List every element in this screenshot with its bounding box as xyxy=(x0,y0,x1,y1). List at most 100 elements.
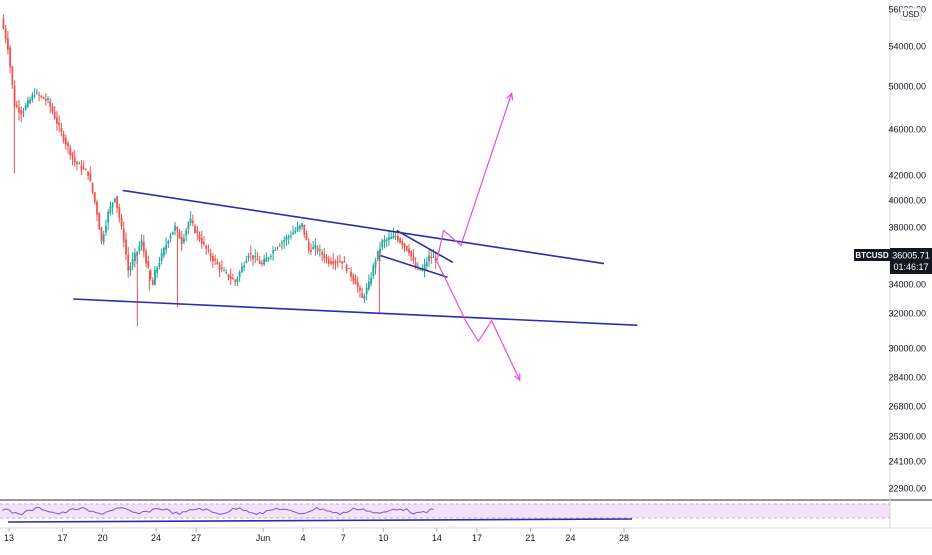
time-tick-label: 28 xyxy=(619,533,629,543)
price-tick-label: 25300.00 xyxy=(888,432,926,442)
candle-body xyxy=(316,247,319,252)
candle-body xyxy=(162,247,165,256)
candle-body xyxy=(84,169,87,171)
candle-body xyxy=(261,262,263,264)
candle-body xyxy=(232,278,234,280)
time-tick-label: 17 xyxy=(57,533,67,543)
candle-body xyxy=(252,255,254,259)
candle-body xyxy=(165,244,167,250)
time-tick-label: 17 xyxy=(472,533,482,543)
candle-body xyxy=(367,281,370,290)
candle-body xyxy=(240,266,243,273)
candle-body xyxy=(223,270,225,272)
candle-body xyxy=(180,236,183,244)
candle-body xyxy=(245,260,248,263)
candle-body xyxy=(323,254,326,259)
candle-body xyxy=(169,236,172,239)
trendline-4[interactable] xyxy=(380,254,448,279)
candle-body xyxy=(91,182,94,193)
candle-body xyxy=(11,66,14,85)
candle-body xyxy=(283,240,286,242)
price-tick-label: 40000.00 xyxy=(888,196,926,206)
candle-body xyxy=(318,249,321,251)
last-price-label: 36005.71 xyxy=(892,251,930,261)
time-tick-label: 4 xyxy=(301,533,306,543)
candle-body xyxy=(118,207,121,219)
candle-body xyxy=(2,19,5,29)
candle-body xyxy=(336,261,339,263)
rsi-trendline[interactable] xyxy=(7,518,633,523)
candle-body xyxy=(211,256,214,262)
price-tick-label: 24100.00 xyxy=(888,457,926,467)
candle-body xyxy=(361,293,364,299)
candle-body xyxy=(140,240,143,247)
candle-body xyxy=(178,231,181,239)
symbol-label: BTCUSD xyxy=(855,251,889,260)
trendline-2[interactable] xyxy=(73,298,638,327)
price-tick-label: 46000.00 xyxy=(888,125,926,135)
candle-body xyxy=(156,267,159,273)
candle-body xyxy=(24,105,27,110)
candle-body xyxy=(69,147,72,156)
candle-body xyxy=(356,281,359,288)
candle-body xyxy=(31,94,34,100)
candle-body xyxy=(167,240,170,245)
candle-body xyxy=(35,92,38,94)
candle-body xyxy=(134,253,136,261)
candle-body xyxy=(254,256,257,258)
candle-body xyxy=(294,230,297,233)
candle-body xyxy=(238,271,241,278)
candle-body xyxy=(185,230,188,236)
candle-body xyxy=(267,257,270,259)
projection-arrowhead-2 xyxy=(513,373,521,382)
candle-body xyxy=(205,245,208,249)
countdown-label: 01:46:17 xyxy=(893,262,928,272)
candle-body xyxy=(9,47,12,68)
candle-body xyxy=(408,248,410,254)
candle-body xyxy=(44,98,47,101)
candle-body xyxy=(258,260,261,264)
candle-body xyxy=(22,111,25,113)
candle-body xyxy=(64,138,67,145)
candle-body xyxy=(370,277,373,285)
candle-body xyxy=(432,257,435,259)
time-tick-label: Jun xyxy=(256,533,271,543)
candle-body xyxy=(350,271,352,277)
candle-body xyxy=(392,235,395,239)
rsi-band xyxy=(0,504,890,518)
currency-badge[interactable] xyxy=(900,7,922,21)
candle-body xyxy=(278,245,281,247)
trendline-1[interactable] xyxy=(122,189,605,265)
candle-body xyxy=(38,94,40,96)
candle-body xyxy=(56,117,58,124)
candle-body xyxy=(352,275,355,281)
candle-body xyxy=(174,225,176,231)
candle-body xyxy=(111,202,114,208)
price-tick-label: 54000.00 xyxy=(888,42,926,52)
candle-body xyxy=(145,251,147,264)
candle-body xyxy=(60,127,63,132)
candle-body xyxy=(423,264,426,271)
candle-body xyxy=(225,272,228,274)
candles xyxy=(2,14,437,327)
time-axis[interactable]: 13 17 20 24 27 Jun 4 7 10 14 17 21 24 28 xyxy=(0,527,932,543)
candle-body xyxy=(249,253,252,255)
candle-body xyxy=(401,241,404,246)
projection-arrowhead-1 xyxy=(506,91,514,101)
trendline-3[interactable] xyxy=(396,229,454,264)
price-axis[interactable]: 56000.0054000.0050000.0046000.0042000.00… xyxy=(854,0,932,528)
projection-path-1[interactable] xyxy=(436,93,513,262)
candle-body xyxy=(183,238,185,242)
candle-body xyxy=(301,223,303,227)
candle-body xyxy=(116,196,118,209)
candle-body xyxy=(410,251,413,257)
candle-body xyxy=(396,236,399,241)
candle-body xyxy=(419,268,422,270)
candle-body xyxy=(365,287,368,295)
candle-body xyxy=(82,167,85,169)
candle-body xyxy=(312,247,315,250)
projection-path-2[interactable] xyxy=(436,261,521,381)
candle-body xyxy=(109,206,112,214)
candle-body xyxy=(214,259,217,261)
